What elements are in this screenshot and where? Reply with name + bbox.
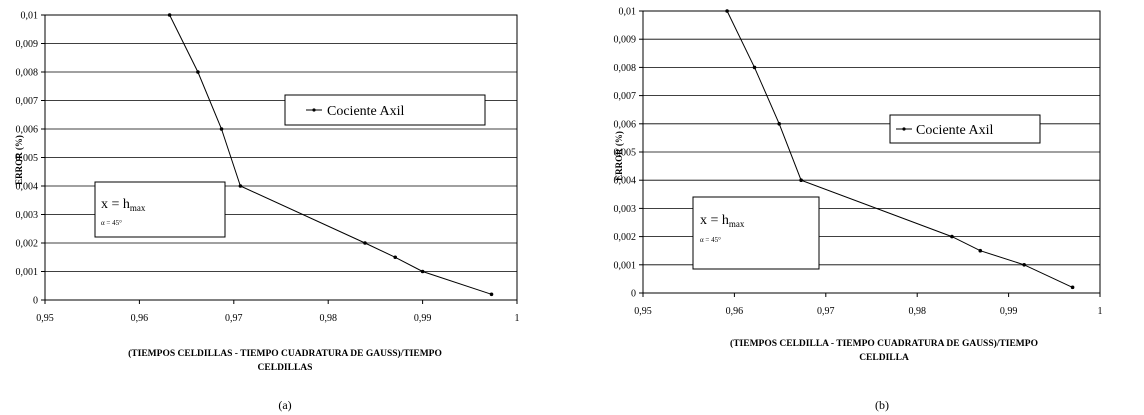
- data-point: [950, 234, 954, 239]
- x-tick-label: 0,97: [225, 313, 243, 324]
- y-tick-label: 0,009: [16, 39, 39, 50]
- y-tick-label: 0,01: [21, 11, 39, 22]
- data-point: [725, 9, 729, 13]
- y-axis-label-b: ERROR (%): [614, 131, 624, 181]
- x-tick-label: 0,99: [1000, 306, 1018, 317]
- x-axis-label-b-line1: (TIEMPOS CELDILLA - TIEMPO CUADRATURA DE…: [730, 338, 1038, 349]
- series-points-a: [167, 13, 494, 297]
- x-axis-label-a-line1: (TIEMPOS CELDILLAS - TIEMPO CUADRATURA D…: [128, 348, 442, 359]
- data-point: [752, 65, 757, 70]
- x-tick-labels-b: 0,95 0,96 0,97 0,98 0,99 1: [634, 306, 1102, 317]
- annotation-main-b: x = hmax: [700, 213, 745, 229]
- y-axis-label-a: ERROR (%): [14, 135, 24, 185]
- caption-a: (a): [278, 398, 291, 412]
- x-axis-label-a-line2: CELDILLAS: [258, 363, 313, 373]
- data-point: [363, 241, 367, 245]
- y-tick-label: 0,001: [614, 260, 637, 271]
- plot-area-b: [642, 10, 1101, 294]
- y-tick-label: 0,008: [614, 63, 637, 74]
- annotation-angle-b: α = 45°: [700, 236, 721, 244]
- y-tick-label: 0,004: [614, 176, 637, 187]
- y-tick-labels-b: 0 0,001 0,002 0,003 0,004 0,005 0,006 0,007 0,00…: [614, 7, 637, 300]
- data-point: [489, 292, 494, 297]
- chart-panel-a: 0 0,001 0,002 0,003 0,004 0,005 0,006 0,007 0,00…: [14, 11, 520, 374]
- y-tick-label: 0,002: [16, 239, 39, 250]
- series-line-cociente-axil-a: [169, 14, 492, 295]
- x-tick-label: 0,96: [726, 306, 744, 317]
- y-tick-label: 0,003: [16, 210, 39, 221]
- y-tick-label: 0: [631, 289, 636, 300]
- x-tick-label: 0,98: [908, 306, 926, 317]
- y-tick-label: 0,006: [614, 119, 637, 130]
- legend-label-b: Cociente Axil: [916, 123, 993, 138]
- y-tick-label: 0,002: [614, 232, 637, 243]
- plot-area-a: [44, 14, 518, 301]
- y-tick-label: 0,005: [614, 148, 637, 159]
- x-tick-label: 0,95: [634, 306, 652, 317]
- data-point: [167, 13, 172, 17]
- gridlines-a: [41, 14, 518, 304]
- data-point: [393, 255, 398, 260]
- x-tick-label: 0,96: [131, 313, 149, 324]
- legend-label-a: Cociente Axil: [327, 104, 404, 119]
- x-axis-label-b-line2: CELDILLA: [859, 353, 909, 363]
- y-tick-label: 0,004: [16, 182, 39, 193]
- data-point: [238, 184, 243, 188]
- data-point: [777, 122, 781, 126]
- x-tick-label: 1: [1098, 306, 1103, 317]
- x-tick-label: 0,98: [319, 313, 337, 324]
- data-point: [1070, 285, 1075, 290]
- y-tick-label: 0,009: [614, 35, 637, 46]
- x-tick-label: 0,97: [817, 306, 835, 317]
- x-tick-label: 0,99: [414, 313, 432, 324]
- y-tick-label: 0,005: [16, 153, 39, 164]
- caption-b: (b): [875, 398, 889, 412]
- annotation-box-b: x = hmax α = 45°: [692, 196, 820, 270]
- y-tick-label: 0,008: [16, 68, 39, 79]
- data-point: [219, 127, 224, 131]
- data-point: [196, 70, 200, 74]
- data-point: [978, 248, 983, 253]
- data-point: [799, 178, 803, 182]
- data-point: [420, 269, 425, 274]
- legend-a: Cociente Axil: [284, 94, 486, 126]
- y-tick-label: 0,007: [16, 96, 39, 107]
- legend-b: Cociente Axil: [889, 114, 1041, 144]
- y-tick-labels-a: 0 0,001 0,002 0,003 0,004 0,005 0,006 0,007 0,00…: [16, 11, 39, 307]
- x-tick-label: 1: [515, 313, 520, 324]
- y-tick-label: 0,003: [614, 204, 637, 215]
- data-point: [1022, 263, 1026, 267]
- y-tick-label: 0,006: [16, 125, 39, 136]
- y-tick-label: 0: [33, 296, 38, 307]
- annotation-box-a: x = hmax α = 45°: [94, 181, 226, 238]
- x-tick-labels-a: 0,95 0,96 0,97 0,98 0,99 1: [36, 313, 519, 324]
- series-points-b: [725, 9, 1075, 290]
- annotation-main-a: x = hmax: [101, 197, 146, 213]
- y-tick-label: 0,01: [619, 7, 637, 18]
- x-tick-label: 0,95: [36, 313, 54, 324]
- y-tick-label: 0,001: [16, 267, 39, 278]
- annotation-angle-a: α = 45°: [101, 219, 122, 227]
- series-line-cociente-axil-b: [726, 10, 1073, 288]
- y-tick-label: 0,007: [614, 91, 637, 102]
- chart-panel-b: 0 0,001 0,002 0,003 0,004 0,005 0,006 0,007 0,00…: [614, 7, 1103, 364]
